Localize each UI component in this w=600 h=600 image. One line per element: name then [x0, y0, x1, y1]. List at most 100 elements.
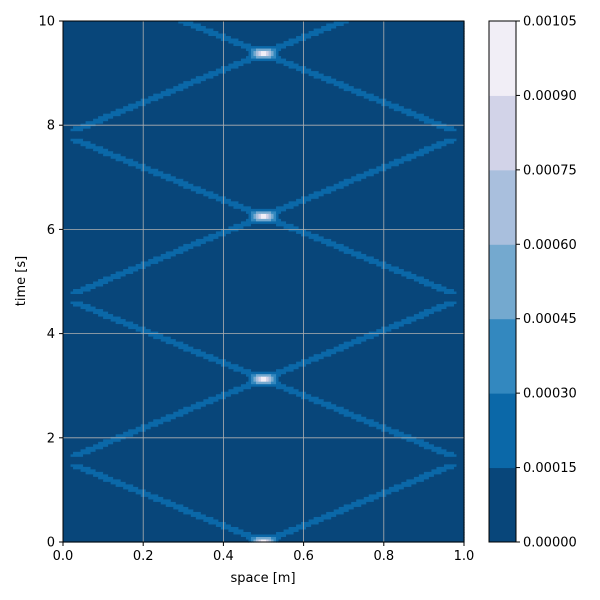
contour-cell — [456, 301, 465, 305]
contour-cell — [123, 431, 139, 435]
contour-cell — [115, 108, 134, 112]
contour-cell — [63, 426, 137, 430]
contour-cell — [175, 339, 352, 343]
contour-cell — [411, 321, 465, 325]
contour-cell — [456, 128, 465, 132]
contour-cell — [245, 211, 252, 215]
contour-cell — [456, 291, 465, 295]
contour-cell — [63, 196, 209, 200]
contour-cell — [331, 354, 465, 358]
colorbar-ticks: 0.00000 0.00015 0.00030 0.00045 0.00060 0.000… — [516, 15, 577, 551]
contour-cell — [63, 103, 129, 107]
contour-cell — [190, 78, 207, 82]
contour-cell — [110, 436, 127, 440]
contour-cell — [120, 153, 407, 157]
contour-cell — [331, 28, 465, 32]
contour-cell — [190, 188, 207, 192]
contour-cell — [331, 401, 465, 405]
contour-cell — [271, 216, 275, 220]
contour-cell — [178, 83, 194, 87]
contour-cell — [391, 491, 465, 495]
contour-cell — [233, 369, 252, 373]
contour-cell — [353, 181, 465, 185]
contour-cell — [110, 319, 127, 323]
contour-cell — [63, 141, 74, 145]
y-axis-label: time [s] — [14, 256, 29, 306]
contour-cell — [255, 539, 260, 543]
contour-cell — [208, 196, 227, 200]
contour-cell — [255, 381, 272, 385]
contour-cell — [266, 379, 270, 383]
contour-cell — [63, 501, 162, 506]
contour-cell — [361, 88, 465, 92]
contour-cell — [190, 351, 207, 355]
contour-cell — [343, 341, 362, 345]
contour-cell — [326, 243, 345, 248]
contour-cell — [193, 346, 335, 350]
contour-cell — [153, 93, 172, 97]
contour-cell — [373, 419, 465, 423]
contour-cell — [95, 143, 433, 147]
contour-cell — [323, 73, 465, 77]
contour-cell — [423, 316, 465, 320]
contour-cell — [63, 516, 197, 521]
contour-cell — [128, 266, 147, 270]
contour-cell — [378, 96, 465, 100]
contour-cell — [428, 441, 465, 445]
contour-cell — [178, 346, 194, 350]
contour-cell — [175, 501, 352, 506]
contour-cell — [283, 226, 300, 230]
contour-cell — [348, 83, 465, 87]
contour-cell — [63, 208, 242, 212]
contour-cell — [431, 286, 448, 290]
contour-cell — [308, 399, 325, 403]
contour-cell — [248, 216, 252, 220]
contour-cell — [63, 311, 94, 315]
contour-cell — [205, 351, 322, 355]
contour-cell — [245, 536, 252, 541]
contour-cell — [138, 161, 390, 165]
contour-cell — [63, 33, 209, 37]
contour-cell — [308, 193, 325, 197]
contour-cell — [98, 116, 114, 120]
contour-cell — [203, 399, 219, 403]
contour-cell — [391, 426, 465, 430]
colorbar-band — [489, 318, 516, 394]
contour-cell — [393, 108, 412, 112]
contour-cell — [428, 476, 465, 480]
x-axis-label: space [m] — [230, 571, 295, 586]
contour-cell — [83, 301, 445, 305]
contour-cell — [208, 396, 227, 400]
contour-cell — [431, 306, 448, 310]
contour-cell — [323, 236, 465, 240]
contour-cell — [288, 391, 307, 395]
contour-cell — [73, 451, 92, 455]
contour-cell — [90, 304, 438, 308]
contour-cell — [140, 331, 159, 335]
contour-cell — [80, 143, 97, 147]
contour-cell — [423, 471, 443, 475]
contour-cell — [63, 26, 192, 30]
contour-cell — [441, 471, 465, 475]
contour-cell — [98, 441, 114, 445]
contour-cell — [225, 521, 302, 526]
contour-cell — [120, 316, 407, 320]
contour-cell — [276, 369, 295, 373]
contour-cell — [63, 41, 230, 45]
contour-cell — [140, 424, 159, 428]
contour-cell — [110, 273, 127, 278]
contour-cell — [63, 299, 465, 303]
contour-cell — [63, 201, 222, 205]
contour-cell — [70, 138, 84, 142]
contour-cell — [411, 158, 465, 162]
contour-cell — [63, 436, 112, 440]
contour-cell — [276, 56, 282, 60]
contour-cell — [200, 81, 327, 85]
contour-cell — [63, 509, 179, 513]
contour-cell — [255, 379, 260, 383]
contour-cell — [73, 141, 92, 145]
contour-cell — [456, 464, 465, 468]
contour-cell — [433, 444, 465, 448]
contour-cell — [63, 281, 94, 285]
contour-cell — [333, 83, 350, 87]
